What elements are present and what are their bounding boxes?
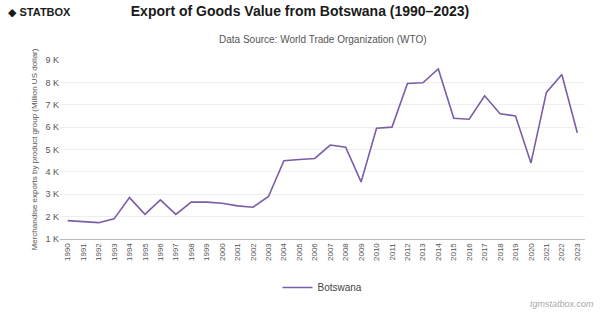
svg-text:2001: 2001 <box>233 243 242 261</box>
svg-text:1994: 1994 <box>125 243 134 261</box>
svg-text:2022: 2022 <box>557 243 566 261</box>
svg-text:2020: 2020 <box>527 243 536 261</box>
svg-text:◆ STATBOX: ◆ STATBOX <box>8 6 71 18</box>
svg-text:8 K: 8 K <box>45 78 59 88</box>
svg-text:2023: 2023 <box>573 243 582 261</box>
svg-text:1995: 1995 <box>141 243 150 261</box>
svg-text:7 K: 7 K <box>45 100 59 110</box>
svg-text:2002: 2002 <box>249 243 258 261</box>
svg-text:2013: 2013 <box>418 243 427 261</box>
svg-text:2003: 2003 <box>264 243 273 261</box>
svg-text:Export of Goods Value from Bot: Export of Goods Value from Botswana (199… <box>131 3 469 19</box>
svg-text:4 K: 4 K <box>45 167 59 177</box>
svg-text:5 K: 5 K <box>45 145 59 155</box>
svg-text:2021: 2021 <box>542 243 551 261</box>
svg-text:Merchandise exports by product: Merchandise exports by product group (Mi… <box>30 48 39 250</box>
svg-text:2009: 2009 <box>357 243 366 261</box>
svg-text:2005: 2005 <box>295 243 304 261</box>
svg-text:2 K: 2 K <box>45 212 59 222</box>
svg-text:1991: 1991 <box>79 243 88 261</box>
svg-text:2017: 2017 <box>480 243 489 261</box>
svg-text:1 K: 1 K <box>45 234 59 244</box>
svg-text:2011: 2011 <box>388 243 397 261</box>
svg-text:2008: 2008 <box>341 243 350 261</box>
svg-text:2014: 2014 <box>434 243 443 261</box>
svg-text:tgmstatbox.com: tgmstatbox.com <box>530 299 594 309</box>
svg-text:2007: 2007 <box>326 243 335 261</box>
svg-text:2000: 2000 <box>218 243 227 261</box>
svg-text:1993: 1993 <box>110 243 119 261</box>
svg-text:2004: 2004 <box>280 243 289 261</box>
svg-text:1999: 1999 <box>202 243 211 261</box>
svg-text:Data Source: World Trade Organ: Data Source: World Trade Organization (W… <box>219 34 427 45</box>
svg-text:2012: 2012 <box>403 243 412 261</box>
svg-text:1996: 1996 <box>156 243 165 261</box>
svg-text:2006: 2006 <box>310 243 319 261</box>
svg-text:6 K: 6 K <box>45 122 59 132</box>
svg-text:1998: 1998 <box>187 243 196 261</box>
svg-text:1992: 1992 <box>94 243 103 261</box>
svg-text:2019: 2019 <box>511 243 520 261</box>
svg-text:2010: 2010 <box>372 243 381 261</box>
svg-text:2015: 2015 <box>449 243 458 261</box>
svg-text:1997: 1997 <box>171 243 180 261</box>
svg-text:2018: 2018 <box>496 243 505 261</box>
svg-text:Botswana: Botswana <box>318 282 362 293</box>
svg-text:2016: 2016 <box>465 243 474 261</box>
svg-text:9 K: 9 K <box>45 55 59 65</box>
svg-text:1990: 1990 <box>63 243 72 261</box>
svg-text:3 K: 3 K <box>45 189 59 199</box>
